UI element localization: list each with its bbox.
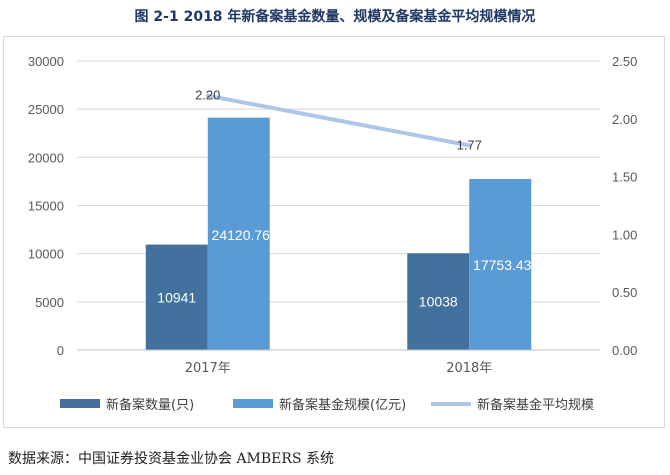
y-left-tick-label: 0	[57, 343, 64, 358]
y-right-tick-label: 0.00	[612, 343, 637, 358]
bar-value-label: 17753.43	[473, 257, 532, 273]
data-source-note: 数据来源：中国证券投资基金业协会 AMBERS 系统	[8, 451, 334, 467]
legend-label: 新备案基金平均规模	[477, 397, 594, 413]
bar	[469, 178, 532, 350]
bar	[207, 117, 270, 350]
chart-title: 图 2-1 2018 年新备案基金数量、规模及备案基金平均规模情况	[134, 9, 536, 25]
line-value-label: 2.20	[195, 88, 220, 103]
avg-scale-line	[205, 93, 472, 148]
chart: 0 5000 10000 15000 20000 25000 30000 0.00 0.50 1.…	[28, 54, 637, 413]
legend-swatch	[233, 399, 273, 408]
y-right-tick-label: 1.00	[612, 227, 637, 242]
bar-value-label: 10941	[157, 289, 196, 305]
legend-swatch	[60, 399, 100, 408]
y-left-tick-label: 15000	[28, 199, 64, 214]
y-right-tick-label: 0.50	[612, 285, 637, 300]
y-left-tick-label: 10000	[28, 247, 64, 262]
bar	[407, 253, 470, 350]
y-right-tick-label: 2.50	[612, 54, 637, 69]
y-left-tick-label: 20000	[28, 150, 64, 165]
line-value-label: 1.77	[457, 137, 482, 152]
legend-label: 新备案基金规模(亿元)	[279, 397, 406, 413]
y-left-tick-label: 30000	[28, 54, 64, 69]
y-right-tick-label: 2.00	[612, 112, 637, 127]
bar-value-label: 24120.76	[212, 227, 271, 243]
y-left-tick-label: 5000	[35, 295, 64, 310]
bar-value-label: 10038	[419, 294, 458, 310]
y-right-tick-label: 1.50	[612, 170, 637, 185]
y-left-tick-label: 25000	[28, 102, 64, 117]
chart-frame	[3, 36, 665, 428]
x-tick-label: 2017年	[185, 361, 231, 376]
bar	[145, 244, 208, 350]
legend-label: 新备案数量(只)	[106, 397, 194, 413]
x-tick-label: 2018年	[446, 361, 492, 376]
